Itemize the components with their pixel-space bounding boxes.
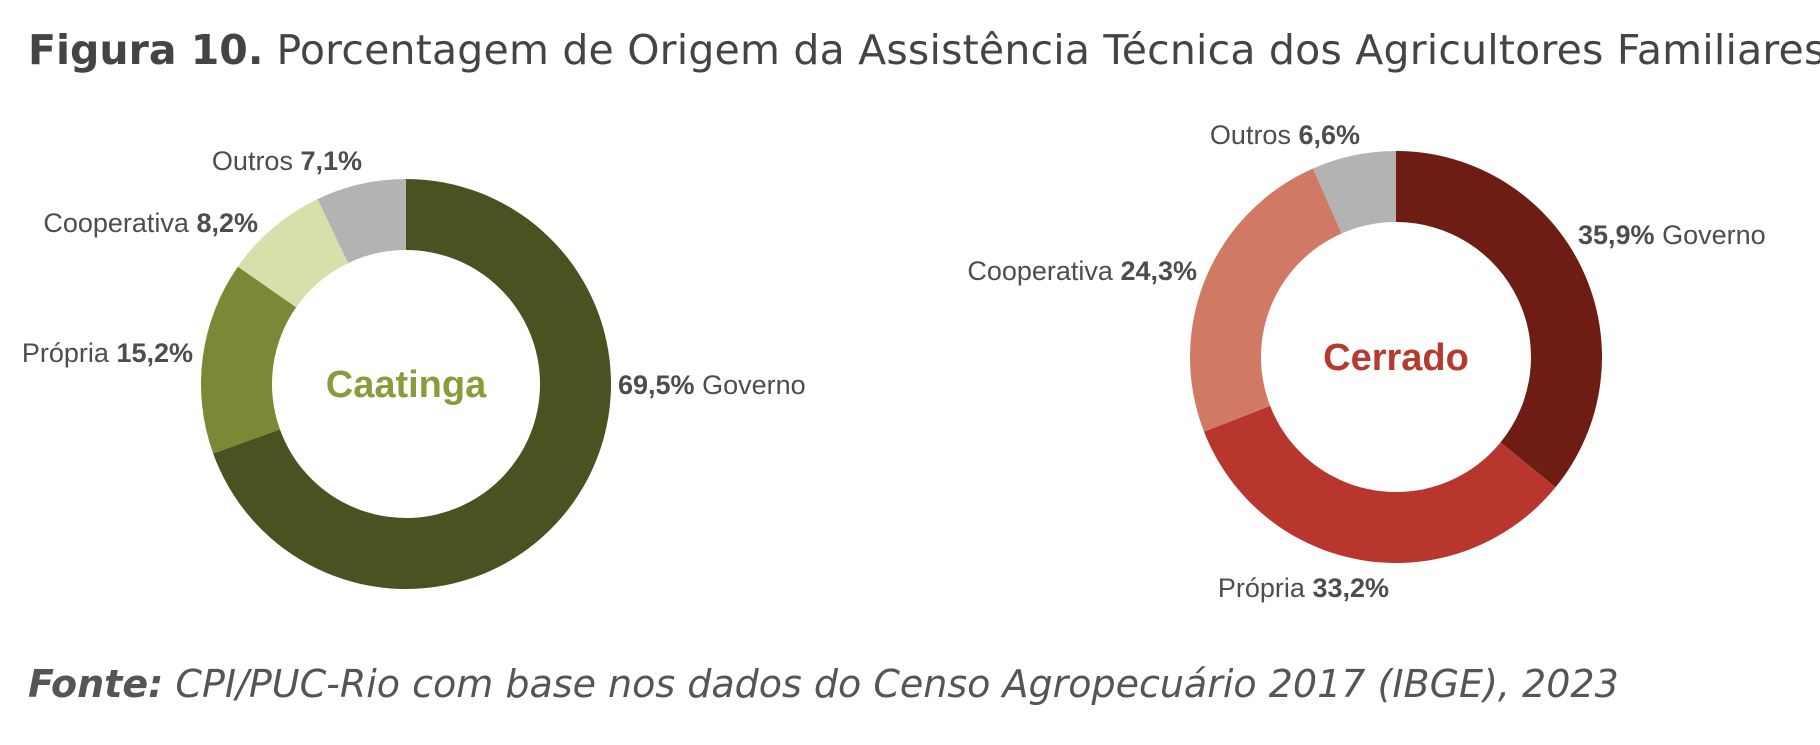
caatinga-label-name-cooperativa: Cooperativa bbox=[43, 208, 190, 238]
caatinga-label-value-cooperativa: 8,2% bbox=[189, 208, 258, 238]
caatinga-slice-propria bbox=[201, 266, 297, 454]
cerrado-label-governo: 35,9% Governo bbox=[1578, 220, 1766, 250]
donut-chart-cerrado: 35,9% Governo Própria 33,2% Cooperativa 24… bbox=[967, 120, 1765, 603]
cerrado-label-value-propria: 33,2% bbox=[1305, 573, 1389, 603]
cerrado-center-title: Cerrado bbox=[1323, 337, 1469, 379]
cerrado-slice-outros bbox=[1313, 151, 1396, 234]
cerrado-label-value-cooperativa: 24,3% bbox=[1113, 256, 1197, 286]
cerrado-slice-cooperativa bbox=[1190, 168, 1342, 432]
caatinga-label-value-governo: 69,5% bbox=[618, 370, 695, 400]
cerrado-label-name-governo: Governo bbox=[1655, 220, 1766, 250]
caatinga-slice-outros bbox=[317, 179, 406, 264]
figure-title-text: Porcentagem de Origem da Assistência Téc… bbox=[276, 26, 1820, 74]
source-text: CPI/PUC-Rio com base nos dados do Censo … bbox=[175, 662, 1619, 706]
figure-title: Figura 10. Porcentagem de Origem da Assi… bbox=[28, 26, 1820, 74]
cerrado-label-name-cooperativa: Cooperativa bbox=[967, 256, 1114, 286]
cerrado-label-name-propria: Própria bbox=[1218, 573, 1306, 603]
figure-source: Fonte: CPI/PUC-Rio com base nos dados do… bbox=[28, 662, 1619, 706]
caatinga-label-name-outros: Outros bbox=[212, 146, 293, 176]
cerrado-label-propria: Própria 33,2% bbox=[1218, 573, 1389, 603]
figure-number: Figura 10. bbox=[28, 26, 264, 74]
caatinga-label-name-propria: Própria bbox=[22, 338, 110, 368]
caatinga-label-cooperativa: Cooperativa 8,2% bbox=[43, 208, 258, 238]
source-label: Fonte: bbox=[28, 662, 164, 706]
cerrado-label-cooperativa: Cooperativa 24,3% bbox=[967, 256, 1197, 286]
caatinga-label-value-outros: 7,1% bbox=[293, 146, 362, 176]
cerrado-label-value-governo: 35,9% bbox=[1578, 220, 1655, 250]
caatinga-slice-governo bbox=[213, 179, 611, 590]
caatinga-label-name-governo: Governo bbox=[695, 370, 806, 400]
caatinga-label-governo: 69,5% Governo bbox=[618, 370, 806, 400]
cerrado-label-value-outros: 6,6% bbox=[1291, 120, 1360, 150]
caatinga-slice-cooperativa bbox=[237, 199, 349, 308]
cerrado-slice-propria bbox=[1203, 405, 1556, 563]
cerrado-label-outros: Outros 6,6% bbox=[1210, 120, 1360, 150]
caatinga-label-propria: Própria 15,2% bbox=[22, 338, 193, 368]
donut-chart-caatinga: 69,5% Governo Própria 15,2% Cooperativa 8,… bbox=[22, 146, 806, 590]
caatinga-center-title: Caatinga bbox=[326, 364, 487, 406]
caatinga-label-outros: Outros 7,1% bbox=[212, 146, 362, 176]
caatinga-label-value-propria: 15,2% bbox=[109, 338, 193, 368]
cerrado-label-name-outros: Outros bbox=[1210, 120, 1291, 150]
cerrado-slice-governo bbox=[1396, 151, 1602, 488]
